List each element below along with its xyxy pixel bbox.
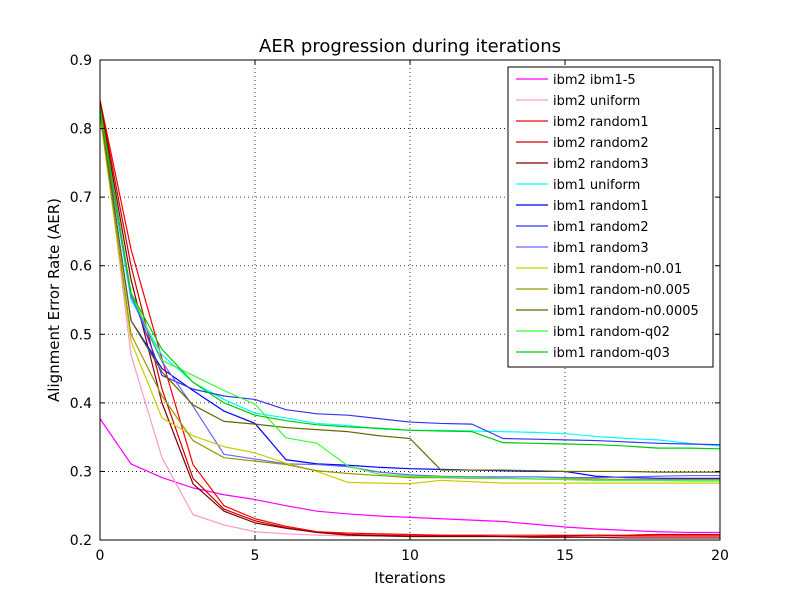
x-tick-label: 0 [96,548,105,564]
series-line [99,112,720,479]
legend-label: ibm2 uniform [553,94,640,109]
y-tick-label: 0.9 [70,53,92,69]
legend-label: ibm1 random-n0.01 [553,262,682,277]
x-axis-label: Iterations [374,569,446,587]
series-line [99,107,720,482]
series-lines [99,99,721,539]
legend-label: ibm1 random-n0.005 [553,283,691,298]
y-tick-label: 0.6 [70,259,92,275]
x-tick-label: 5 [251,548,260,564]
legend-label: ibm1 random2 [553,220,649,235]
legend-label: ibm1 random-q02 [553,325,670,340]
series-line [99,114,720,485]
legend: ibm2 ibm1-5 ibm2 uniform ibm2 random1 ibm2 … [507,66,714,368]
x-tick-label: 10 [401,548,419,564]
series-line [99,110,721,446]
y-axis-label: Alignment Error Rate (AER) [45,198,63,402]
series-line [99,106,721,450]
legend-label: ibm2 random1 [553,115,649,130]
legend-frame [507,66,714,368]
y-tick-label: 0.4 [70,396,92,412]
series-line [99,113,720,481]
axis-ticks: 0 5 10 15 20 0.2 0.3 0.4 0.5 0.6 0.7 0.8 0.9 [70,53,729,564]
y-tick-label: 0.5 [70,327,92,343]
y-tick-label: 0.8 [70,122,92,138]
legend-label: ibm1 uniform [553,178,640,193]
legend-label: ibm1 random1 [553,199,649,214]
chart-title: AER progression during iterations [259,36,561,57]
series-line [99,109,720,473]
series-line [99,418,720,534]
y-tick-label: 0.2 [70,533,92,549]
legend-label: ibm1 random3 [553,241,649,256]
legend-label: ibm2 ibm1-5 [553,73,636,88]
legend-label: ibm1 random-q03 [553,346,670,361]
legend-label: ibm1 random-n0.0005 [553,304,699,319]
x-tick-label: 15 [556,548,574,564]
y-tick-label: 0.3 [70,464,92,480]
y-tick-label: 0.7 [70,190,92,206]
legend-label: ibm2 random3 [553,157,649,172]
x-tick-label: 20 [711,548,729,564]
legend-label: ibm2 random2 [553,136,649,151]
